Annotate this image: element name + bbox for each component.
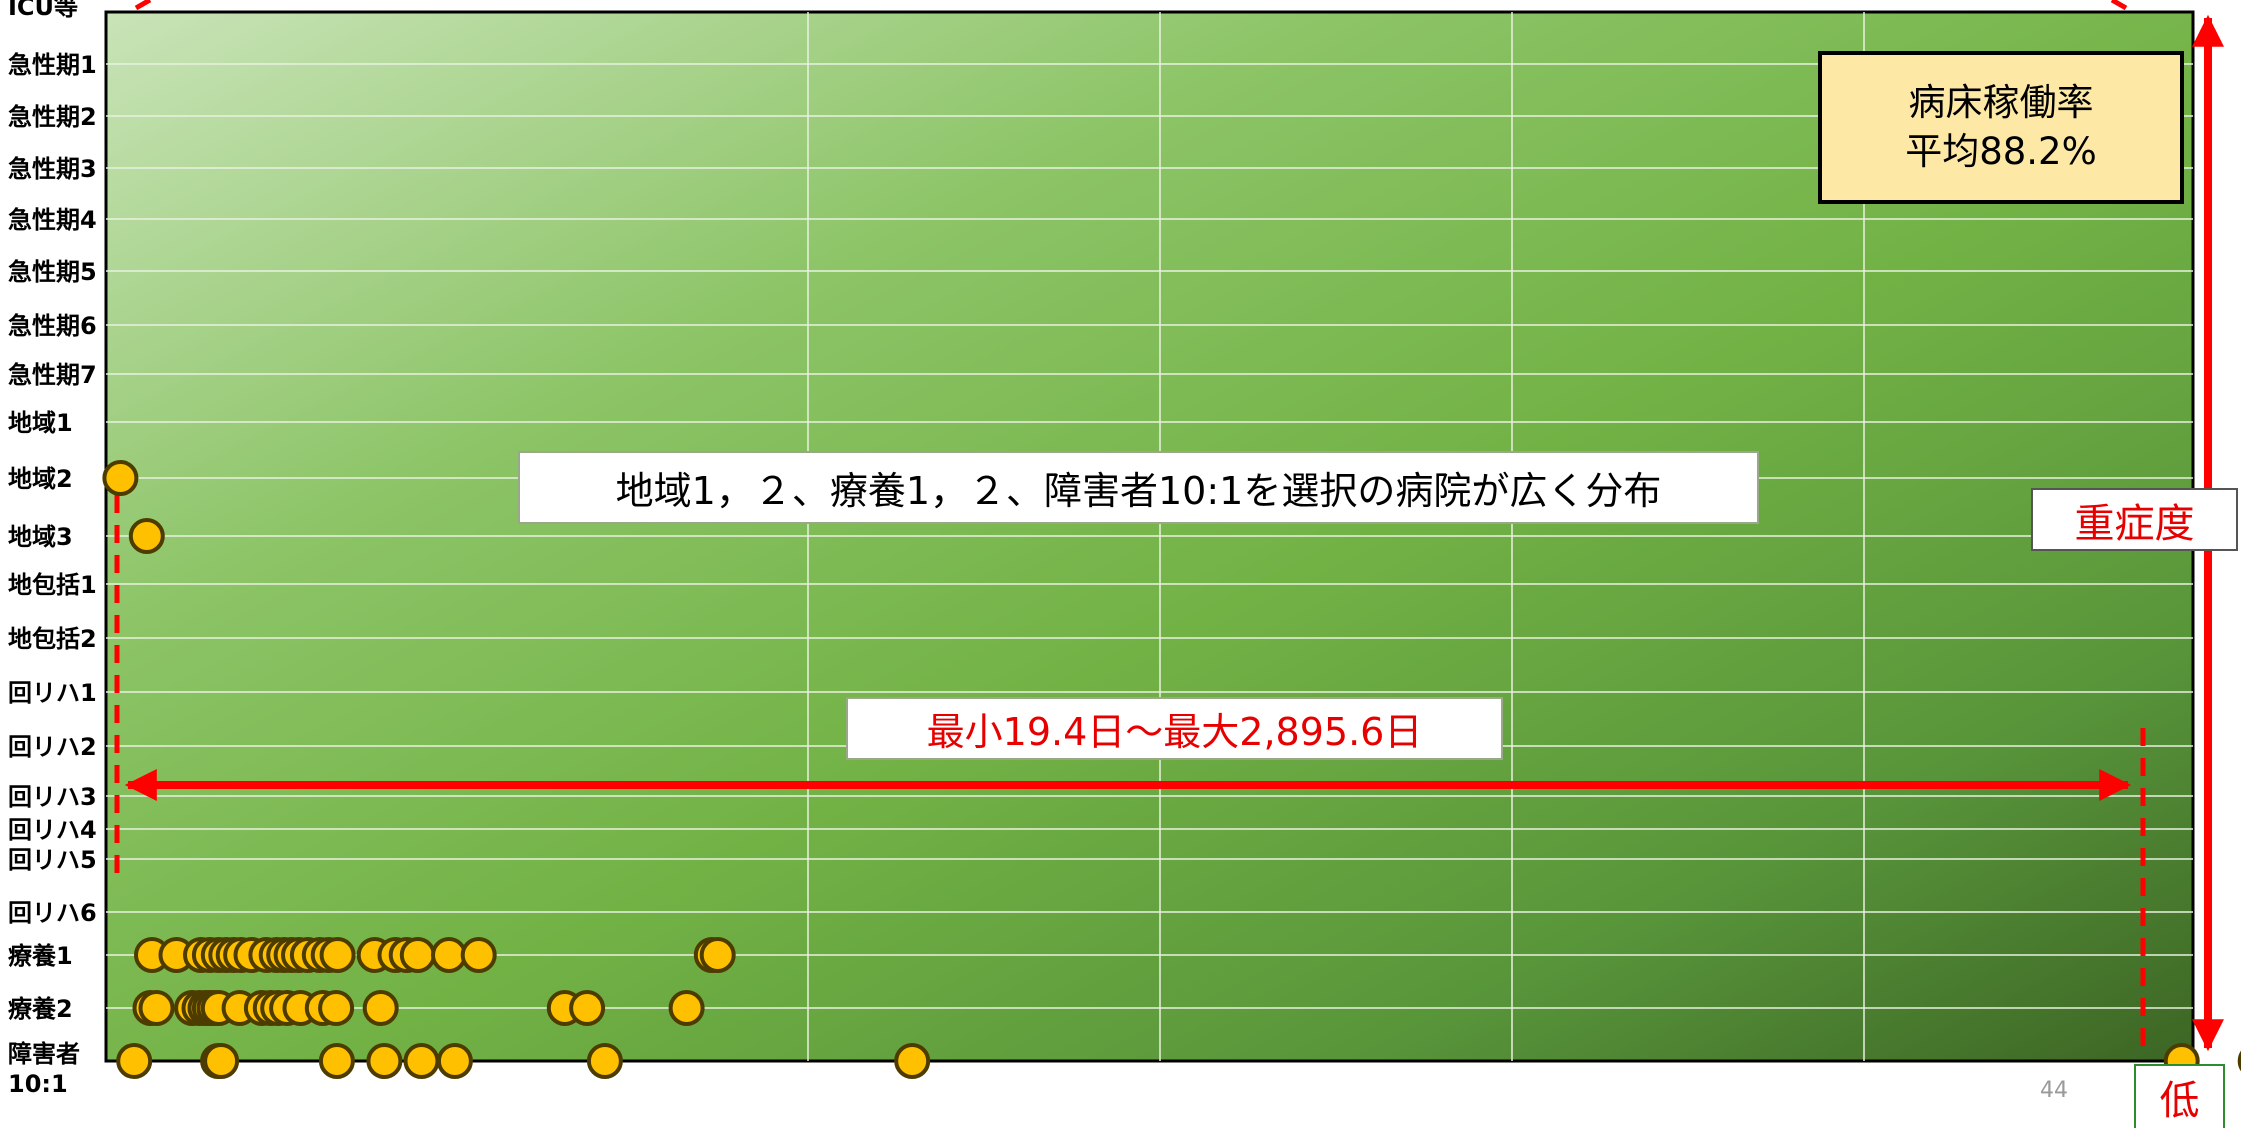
y-tick-label: 回リハ5	[8, 846, 97, 874]
y-tick-label: 回リハ1	[8, 679, 97, 707]
low-severity-label: 低	[2134, 1064, 2225, 1128]
y-tick-label: 急性期5	[8, 258, 97, 286]
occupancy-rate-value: 平均88.2%	[1905, 129, 2097, 173]
data-point	[318, 990, 355, 1026]
data-point	[403, 1043, 440, 1079]
data-point	[362, 990, 399, 1026]
top-arrow-tips	[134, 0, 2128, 11]
y-tick-label: 回リハ6	[8, 899, 97, 927]
distribution-note: 地域1，２、療養1，２、障害者10:1を選択の病院が広く分布	[518, 451, 1759, 524]
y-tick-label: 障害者 10:1	[8, 1040, 80, 1098]
data-point	[128, 518, 165, 554]
data-point	[436, 1043, 473, 1079]
data-point	[399, 937, 436, 973]
data-point	[668, 990, 705, 1026]
data-point	[569, 990, 606, 1026]
occupancy-rate-box: 病床稼働率 平均88.2%	[1818, 51, 2184, 204]
data-point	[318, 1043, 355, 1079]
occupancy-rate-title: 病床稼働率	[1908, 81, 2094, 125]
data-point	[460, 937, 497, 973]
data-point	[586, 1043, 623, 1079]
y-tick-label: 急性期6	[8, 312, 97, 340]
y-tick-label: 地域1	[8, 409, 73, 437]
data-points	[102, 460, 2241, 1079]
data-point	[894, 1043, 931, 1079]
data-point	[102, 460, 139, 496]
y-tick-label: 地域3	[8, 523, 73, 551]
y-tick-label: 地包括2	[8, 625, 97, 653]
y-tick-label: 急性期4	[8, 206, 97, 234]
data-point	[116, 1043, 153, 1079]
data-point	[319, 937, 356, 973]
data-point	[203, 1043, 240, 1079]
y-tick-label: 回リハ4	[8, 816, 97, 844]
data-point	[366, 1043, 403, 1079]
y-tick-label: 急性期1	[8, 51, 97, 79]
data-point	[431, 937, 467, 973]
range-label: 最小19.4日～最大2,895.6日	[846, 697, 1503, 760]
data-point	[138, 990, 175, 1026]
y-tick-label: 急性期7	[8, 361, 97, 389]
y-tick-label: 急性期3	[8, 155, 97, 183]
page-number: 44	[2040, 1078, 2068, 1103]
y-tick-label: 回リハ3	[8, 783, 97, 811]
y-tick-label: 回リハ2	[8, 733, 97, 761]
y-tick-label: 急性期2	[8, 103, 97, 131]
y-tick-label: 療養1	[8, 942, 73, 970]
severity-label: 重症度	[2031, 488, 2238, 551]
y-tick-label: 地域2	[8, 465, 73, 493]
y-tick-label: 地包括1	[8, 571, 97, 599]
y-tick-label: 療養2	[8, 995, 73, 1023]
data-point	[699, 937, 736, 973]
y-tick-label: ICU等	[8, 0, 78, 21]
